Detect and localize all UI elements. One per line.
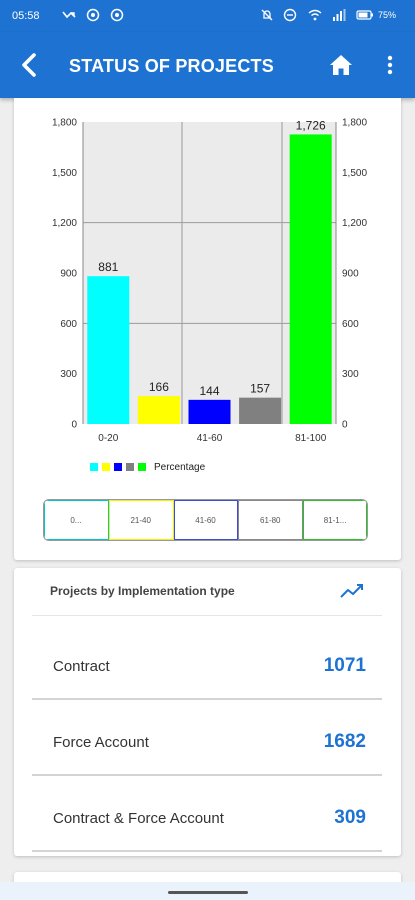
back-arrow-icon[interactable] [14, 49, 46, 81]
legend-swatch [102, 463, 110, 471]
system-nav-bar [0, 882, 415, 900]
bar-value-label: 166 [149, 380, 169, 394]
bar-value-label: 1,726 [296, 118, 326, 132]
y-tick-label: 1,500 [52, 168, 77, 179]
bar-61-80 [239, 397, 282, 424]
y-tick-label: 600 [60, 319, 77, 330]
at-sign-icon [86, 8, 100, 22]
battery-icon [356, 8, 374, 22]
implementation-row-contract-force-account[interactable]: Contract & Force Account 309 [32, 782, 382, 852]
y-tick-label-right: 900 [342, 269, 359, 280]
row-label: Contract & Force Account [53, 810, 224, 827]
legend-swatch [90, 463, 98, 471]
legend-swatch [114, 463, 122, 471]
y-tick-label-right: 600 [342, 319, 359, 330]
home-gesture-bar[interactable] [168, 891, 248, 894]
implementation-row-contract[interactable]: Contract 1071 [32, 630, 382, 700]
implementation-card: Projects by Implementation type Contract… [14, 568, 401, 856]
row-label: Force Account [53, 734, 149, 751]
y-tick-label: 0 [71, 420, 77, 431]
battery-percent: 75% [378, 10, 397, 20]
row-label: Contract [53, 658, 110, 675]
status-time: 05:58 [12, 10, 40, 22]
legend-swatch [126, 463, 134, 471]
signal-icon [332, 8, 346, 22]
y-tick-label: 1,200 [52, 218, 77, 229]
missed-call-icon [62, 8, 76, 22]
at-sign-icon [110, 8, 124, 22]
chart-card: 0 0 300 300 600 600 900 900 1,200 1,200 1,500 1,500… [14, 98, 401, 560]
y-tick-label-right: 1,800 [342, 118, 367, 129]
status-bar-chart: 0 0 300 300 600 600 900 900 1,200 1,200 1,500 1,500… [52, 118, 367, 445]
divider [32, 615, 382, 616]
trending-up-icon[interactable] [338, 580, 366, 602]
implementation-row-force-account[interactable]: Force Account 1682 [32, 706, 382, 776]
app-bar: STATUS OF PROJECTS [0, 32, 415, 98]
more-vert-icon[interactable] [380, 50, 400, 80]
legend-label: Percentage [154, 462, 206, 473]
bar-81-100 [289, 134, 332, 424]
range-button-61-80[interactable]: 61-80 [238, 500, 304, 540]
x-tick-label: 41-60 [197, 433, 223, 444]
y-tick-label: 900 [60, 269, 77, 280]
y-tick-label-right: 1,200 [342, 218, 367, 229]
row-value: 309 [334, 807, 366, 828]
status-bar: 05:58 75% [0, 0, 415, 32]
row-value: 1682 [323, 731, 366, 752]
home-icon[interactable] [326, 50, 356, 80]
range-button-0-20[interactable]: 0... [44, 500, 109, 540]
row-value: 1071 [323, 655, 366, 676]
bar-21-40 [137, 396, 180, 424]
legend-swatch [138, 463, 146, 471]
wifi-icon [308, 8, 322, 22]
y-tick-label: 300 [60, 369, 77, 380]
dnd-icon [283, 8, 297, 22]
bar-value-label: 157 [250, 382, 270, 396]
divider [32, 850, 382, 852]
y-tick-label-right: 1,500 [342, 168, 367, 179]
range-button-81-100[interactable]: 81-1... [303, 500, 367, 540]
divider [32, 698, 382, 700]
implementation-header: Projects by Implementation type [50, 584, 235, 598]
bar-value-label: 881 [98, 260, 118, 274]
x-tick-label: 0-20 [98, 433, 118, 444]
page-title: STATUS OF PROJECTS [69, 56, 274, 76]
range-selector: 0... 21-40 41-60 61-80 81-1... [43, 499, 368, 541]
bar-value-label: 144 [199, 384, 219, 398]
divider [32, 774, 382, 776]
x-tick-label: 81-100 [295, 433, 327, 444]
y-tick-label-right: 0 [342, 420, 348, 431]
bar-0-20 [87, 276, 130, 424]
mute-icon [260, 8, 274, 22]
range-button-21-40[interactable]: 21-40 [108, 500, 174, 540]
y-tick-label-right: 300 [342, 369, 359, 380]
y-tick-label: 1,800 [52, 118, 77, 129]
range-button-41-60[interactable]: 41-60 [173, 500, 239, 540]
bar-41-60 [188, 399, 231, 424]
